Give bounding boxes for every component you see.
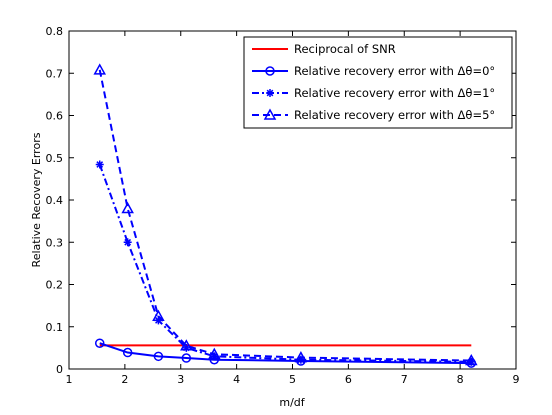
data-point	[208, 347, 221, 359]
legend-item: Relative recovery error with Δθ=5°	[252, 108, 495, 122]
legend-item: Reciprocal of SNR	[252, 42, 396, 56]
data-point	[93, 63, 107, 75]
data-point	[181, 353, 192, 363]
y-axis-ticks: 0 0.1 0.2 0.3 0.4 0.5 0.6 0.7 0.8	[46, 25, 516, 376]
y-tick-label: 0	[56, 363, 63, 376]
legend-label: Relative recovery error with Δθ=5°	[294, 108, 495, 122]
x-tick-label: 5	[289, 373, 296, 386]
series-layer	[93, 63, 478, 368]
legend-box	[243, 36, 513, 129]
y-tick-label: 0.6	[46, 110, 64, 123]
legend-marker	[265, 66, 275, 76]
data-point	[180, 339, 193, 351]
y-tick-label: 0.5	[46, 152, 64, 165]
y-tick-label: 0.2	[46, 279, 64, 292]
y-tick-label: 0.8	[46, 25, 64, 38]
y-tick-label: 0.1	[46, 321, 64, 334]
x-tick-label: 8	[457, 373, 464, 386]
data-point	[152, 309, 165, 321]
legend-item: Relative recovery error with Δθ=0°	[252, 64, 495, 78]
x-axis-label: m/df	[279, 396, 305, 409]
series-3	[95, 160, 476, 366]
data-point	[121, 201, 134, 214]
y-tick-label: 0.7	[46, 67, 64, 80]
data-point	[294, 351, 308, 363]
legend-label: Reciprocal of SNR	[294, 42, 396, 56]
legend-marker	[263, 108, 277, 120]
data-point	[153, 351, 164, 362]
x-tick-label: 9	[513, 373, 520, 386]
data-point	[122, 347, 133, 358]
legend-label: Relative recovery error with Δθ=1°	[294, 86, 495, 100]
legend: Reciprocal of SNR Relative recovery error…	[243, 36, 513, 129]
x-tick-label: 2	[121, 373, 128, 386]
legend-label: Relative recovery error with Δθ=0°	[294, 64, 495, 78]
x-tick-label: 1	[66, 373, 73, 386]
x-tick-label: 3	[177, 373, 184, 386]
y-tick-label: 0.3	[46, 236, 64, 249]
x-tick-label: 6	[345, 373, 352, 386]
data-point	[123, 238, 132, 247]
x-tick-label: 7	[401, 373, 408, 386]
series-4	[93, 63, 478, 366]
data-point	[95, 160, 104, 169]
y-tick-label: 0.4	[46, 194, 64, 207]
legend-marker	[266, 89, 274, 97]
series-line	[98, 69, 472, 362]
x-axis-ticks: 1 2 3 4 5 6 7 8 9	[66, 31, 520, 386]
legend-item: Relative recovery error with Δθ=1°	[252, 86, 495, 100]
x-tick-label: 4	[233, 373, 240, 386]
data-point	[465, 354, 478, 366]
data-point	[94, 338, 105, 348]
y-axis-label: Relative Recovery Errors	[30, 132, 43, 267]
